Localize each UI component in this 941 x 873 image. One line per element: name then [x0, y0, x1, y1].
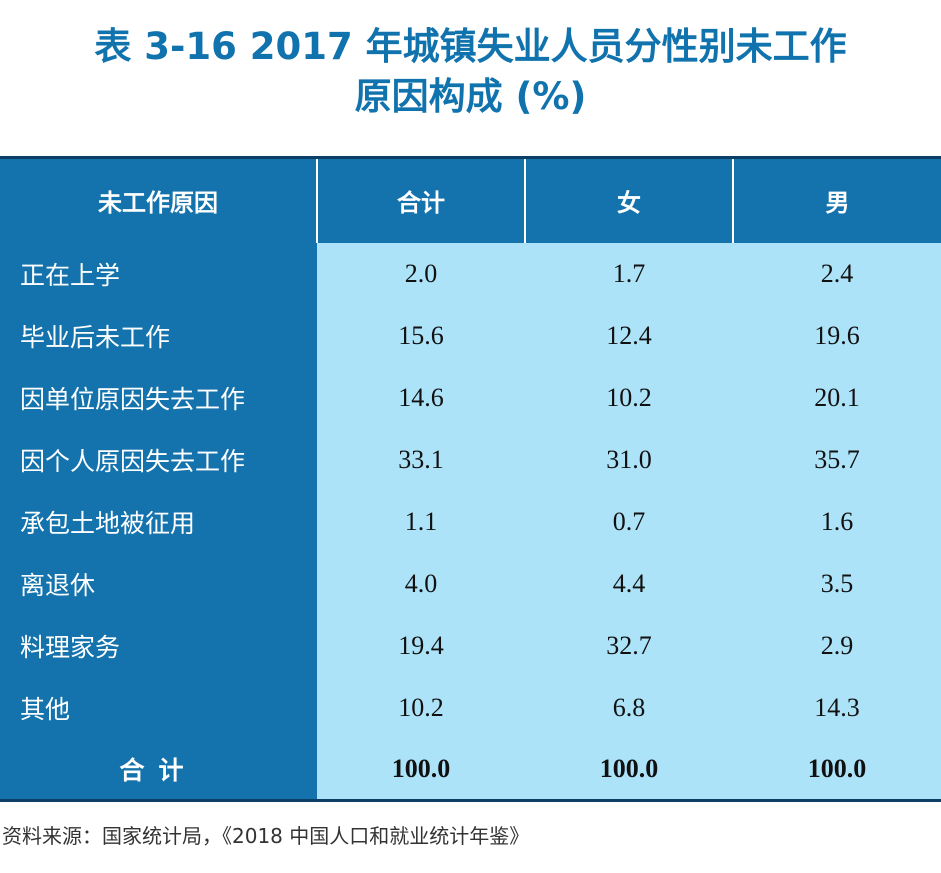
row-label: 料理家务	[0, 614, 317, 677]
cell-total: 2.0	[317, 242, 525, 305]
table-row: 毕业后未工作 15.6 12.4 19.6	[0, 304, 941, 367]
title-line-2: 原因构成 (%)	[354, 75, 587, 118]
cell-female: 6.8	[525, 676, 733, 739]
header-male: 男	[732, 156, 941, 243]
cell-total: 14.6	[317, 366, 525, 429]
cell-male: 2.4	[733, 242, 941, 305]
cell-total: 19.4	[317, 614, 525, 677]
source-note: 资料来源：国家统计局，《2018 中国人口和就业统计年鉴》	[2, 824, 530, 848]
header-reason: 未工作原因	[0, 156, 317, 243]
total-cell-male: 100.0	[733, 738, 941, 802]
table-row: 其他 10.2 6.8 14.3	[0, 676, 941, 739]
cell-total: 33.1	[317, 428, 525, 491]
cell-male: 14.3	[733, 676, 941, 739]
cell-female: 4.4	[525, 552, 733, 615]
cell-female: 10.2	[525, 366, 733, 429]
table-total-row: 合计 100.0 100.0 100.0	[0, 738, 941, 802]
cell-total: 4.0	[317, 552, 525, 615]
cell-total: 10.2	[317, 676, 525, 739]
total-cell-total: 100.0	[317, 738, 525, 802]
cell-female: 32.7	[525, 614, 733, 677]
table-row: 因个人原因失去工作 33.1 31.0 35.7	[0, 428, 941, 491]
row-label: 离退休	[0, 552, 317, 615]
row-label: 正在上学	[0, 242, 317, 305]
cell-total: 15.6	[317, 304, 525, 367]
header-female: 女	[524, 156, 733, 243]
cell-male: 35.7	[733, 428, 941, 491]
row-label: 因单位原因失去工作	[0, 366, 317, 429]
unemployment-reason-table: 未工作原因 合计 女 男 正在上学 2.0 1.7 2.4 毕业后未工作 15.…	[0, 156, 941, 802]
cell-male: 2.9	[733, 614, 941, 677]
row-label: 承包土地被征用	[0, 490, 317, 553]
cell-female: 0.7	[525, 490, 733, 553]
table-title: 表 3-16 2017 年城镇失业人员分性别未工作 原因构成 (%)	[0, 22, 941, 122]
data-table-container: 未工作原因 合计 女 男 正在上学 2.0 1.7 2.4 毕业后未工作 15.…	[0, 156, 941, 802]
total-row-label: 合计	[0, 738, 317, 802]
cell-female: 31.0	[525, 428, 733, 491]
table-row: 因单位原因失去工作 14.6 10.2 20.1	[0, 366, 941, 429]
table-row: 料理家务 19.4 32.7 2.9	[0, 614, 941, 677]
cell-male: 20.1	[733, 366, 941, 429]
table-header-row: 未工作原因 合计 女 男	[0, 156, 941, 243]
cell-male: 1.6	[733, 490, 941, 553]
cell-female: 12.4	[525, 304, 733, 367]
total-cell-female: 100.0	[525, 738, 733, 802]
row-label: 毕业后未工作	[0, 304, 317, 367]
row-label: 因个人原因失去工作	[0, 428, 317, 491]
cell-male: 19.6	[733, 304, 941, 367]
table-row: 离退休 4.0 4.4 3.5	[0, 552, 941, 615]
header-total: 合计	[316, 156, 525, 243]
row-label: 其他	[0, 676, 317, 739]
cell-total: 1.1	[317, 490, 525, 553]
cell-female: 1.7	[525, 242, 733, 305]
table-row: 正在上学 2.0 1.7 2.4	[0, 242, 941, 305]
cell-male: 3.5	[733, 552, 941, 615]
table-row: 承包土地被征用 1.1 0.7 1.6	[0, 490, 941, 553]
title-line-1: 表 3-16 2017 年城镇失业人员分性别未工作	[94, 25, 847, 68]
